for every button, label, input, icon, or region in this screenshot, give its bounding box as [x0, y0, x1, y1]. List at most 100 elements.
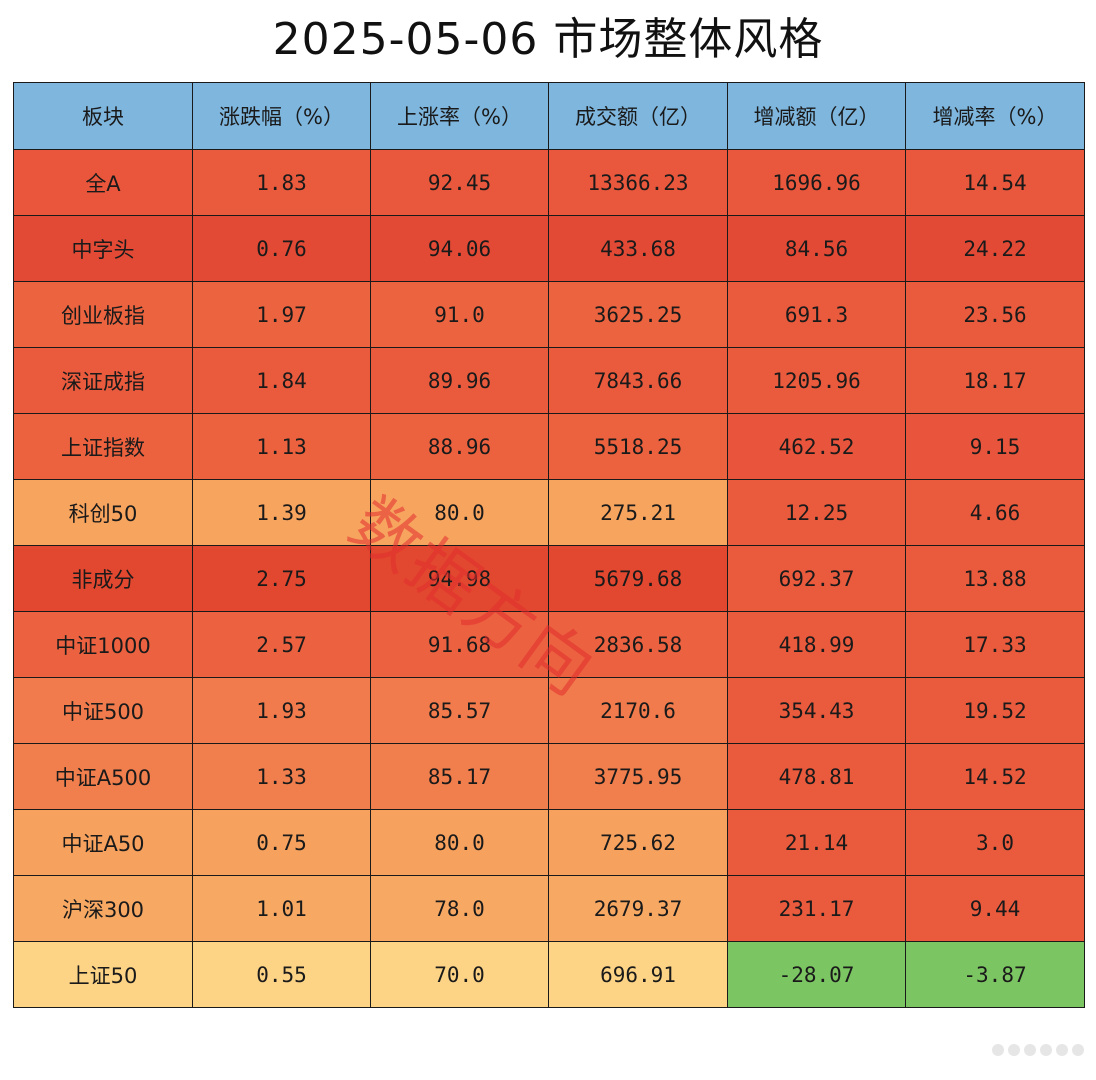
- change-pct-cell: 0.76: [192, 215, 371, 282]
- market-style-table: 板块 涨跌幅（%） 上涨率（%） 成交额（亿） 增减额（亿） 增减率（%） 全A…: [13, 82, 1085, 1008]
- change-pct-cell: 1.01: [192, 875, 371, 942]
- table-row: 深证成指 1.84 89.96 7843.66 1205.96 18.17: [13, 347, 1085, 414]
- change-pct-cell: 1.33: [192, 743, 371, 810]
- change-pct-cell: 1.93: [192, 677, 371, 744]
- table-row: 科创50 1.39 80.0 275.21 12.25 4.66: [13, 479, 1085, 546]
- turnover-change-cell: 418.99: [727, 611, 906, 678]
- change-pct-cell: 2.57: [192, 611, 371, 678]
- turnover-cell: 2836.58: [548, 611, 728, 678]
- sector-cell: 中证A500: [13, 743, 193, 810]
- pagination-dot[interactable]: [1072, 1044, 1084, 1056]
- change-pct-cell: 0.75: [192, 809, 371, 876]
- pagination-dots: [992, 1044, 1084, 1056]
- turnover-change-cell: 692.37: [727, 545, 906, 612]
- change-pct-cell: 1.39: [192, 479, 371, 546]
- turnover-change-cell: 691.3: [727, 281, 906, 348]
- turnover-cell: 725.62: [548, 809, 728, 876]
- turnover-change-rate-cell: 9.44: [905, 875, 1085, 942]
- turnover-change-rate-cell: 3.0: [905, 809, 1085, 876]
- change-pct-cell: 1.97: [192, 281, 371, 348]
- table-row: 全A 1.83 92.45 13366.23 1696.96 14.54: [13, 149, 1085, 216]
- page-title: 2025-05-06 市场整体风格: [272, 14, 824, 65]
- turnover-cell: 5679.68: [548, 545, 728, 612]
- table-row: 中证A500 1.33 85.17 3775.95 478.81 14.52: [13, 743, 1085, 810]
- sector-cell: 沪深300: [13, 875, 193, 942]
- change-pct-cell: 1.84: [192, 347, 371, 414]
- pagination-dot[interactable]: [1008, 1044, 1020, 1056]
- turnover-change-cell: 478.81: [727, 743, 906, 810]
- rise-ratio-cell: 91.0: [370, 281, 549, 348]
- sector-cell: 中证A50: [13, 809, 193, 876]
- turnover-change-rate-cell: 4.66: [905, 479, 1085, 546]
- pagination-dot[interactable]: [1056, 1044, 1068, 1056]
- header-turnover-change: 增减额（亿）: [727, 82, 906, 150]
- turnover-change-rate-cell: 9.15: [905, 413, 1085, 480]
- turnover-change-rate-cell: 18.17: [905, 347, 1085, 414]
- turnover-change-rate-cell: 23.56: [905, 281, 1085, 348]
- rise-ratio-cell: 80.0: [370, 809, 549, 876]
- turnover-cell: 696.91: [548, 941, 728, 1008]
- turnover-cell: 2170.6: [548, 677, 728, 744]
- turnover-cell: 3775.95: [548, 743, 728, 810]
- rise-ratio-cell: 88.96: [370, 413, 549, 480]
- table-row: 非成分 2.75 94.98 5679.68 692.37 13.88: [13, 545, 1085, 612]
- turnover-change-cell: 462.52: [727, 413, 906, 480]
- turnover-change-rate-cell: 19.52: [905, 677, 1085, 744]
- turnover-cell: 433.68: [548, 215, 728, 282]
- turnover-cell: 275.21: [548, 479, 728, 546]
- table-row: 上证50 0.55 70.0 696.91 -28.07 -3.87: [13, 941, 1085, 1008]
- turnover-change-cell: 1696.96: [727, 149, 906, 216]
- turnover-change-rate-cell: -3.87: [905, 941, 1085, 1008]
- header-turnover-change-rate: 增减率（%）: [905, 82, 1085, 150]
- rise-ratio-cell: 85.57: [370, 677, 549, 744]
- sector-cell: 科创50: [13, 479, 193, 546]
- pagination-dot[interactable]: [992, 1044, 1004, 1056]
- sector-cell: 创业板指: [13, 281, 193, 348]
- table-row: 中字头 0.76 94.06 433.68 84.56 24.22: [13, 215, 1085, 282]
- turnover-change-cell: 231.17: [727, 875, 906, 942]
- header-change-pct: 涨跌幅（%）: [192, 82, 371, 150]
- turnover-change-rate-cell: 24.22: [905, 215, 1085, 282]
- rise-ratio-cell: 70.0: [370, 941, 549, 1008]
- table-header-row: 板块 涨跌幅（%） 上涨率（%） 成交额（亿） 增减额（亿） 增减率（%）: [13, 82, 1085, 150]
- turnover-cell: 2679.37: [548, 875, 728, 942]
- turnover-change-cell: 84.56: [727, 215, 906, 282]
- table-row: 沪深300 1.01 78.0 2679.37 231.17 9.44: [13, 875, 1085, 942]
- change-pct-cell: 1.83: [192, 149, 371, 216]
- turnover-change-cell: 1205.96: [727, 347, 906, 414]
- table-row: 中证500 1.93 85.57 2170.6 354.43 19.52: [13, 677, 1085, 744]
- change-pct-cell: 1.13: [192, 413, 371, 480]
- turnover-change-rate-cell: 17.33: [905, 611, 1085, 678]
- sector-cell: 全A: [13, 149, 193, 216]
- turnover-change-cell: 21.14: [727, 809, 906, 876]
- change-pct-cell: 0.55: [192, 941, 371, 1008]
- rise-ratio-cell: 85.17: [370, 743, 549, 810]
- table-row: 创业板指 1.97 91.0 3625.25 691.3 23.56: [13, 281, 1085, 348]
- pagination-dot[interactable]: [1024, 1044, 1036, 1056]
- rise-ratio-cell: 89.96: [370, 347, 549, 414]
- turnover-change-rate-cell: 14.52: [905, 743, 1085, 810]
- rise-ratio-cell: 78.0: [370, 875, 549, 942]
- rise-ratio-cell: 80.0: [370, 479, 549, 546]
- table-row: 中证1000 2.57 91.68 2836.58 418.99 17.33: [13, 611, 1085, 678]
- turnover-change-cell: -28.07: [727, 941, 906, 1008]
- turnover-cell: 13366.23: [548, 149, 728, 216]
- turnover-change-cell: 12.25: [727, 479, 906, 546]
- rise-ratio-cell: 92.45: [370, 149, 549, 216]
- sector-cell: 深证成指: [13, 347, 193, 414]
- rise-ratio-cell: 91.68: [370, 611, 549, 678]
- pagination-dot[interactable]: [1040, 1044, 1052, 1056]
- table-row: 中证A50 0.75 80.0 725.62 21.14 3.0: [13, 809, 1085, 876]
- turnover-change-rate-cell: 13.88: [905, 545, 1085, 612]
- sector-cell: 非成分: [13, 545, 193, 612]
- sector-cell: 中字头: [13, 215, 193, 282]
- header-sector: 板块: [13, 82, 193, 150]
- sector-cell: 中证500: [13, 677, 193, 744]
- turnover-cell: 5518.25: [548, 413, 728, 480]
- turnover-cell: 3625.25: [548, 281, 728, 348]
- change-pct-cell: 2.75: [192, 545, 371, 612]
- rise-ratio-cell: 94.06: [370, 215, 549, 282]
- sector-cell: 上证指数: [13, 413, 193, 480]
- turnover-change-cell: 354.43: [727, 677, 906, 744]
- table-row: 上证指数 1.13 88.96 5518.25 462.52 9.15: [13, 413, 1085, 480]
